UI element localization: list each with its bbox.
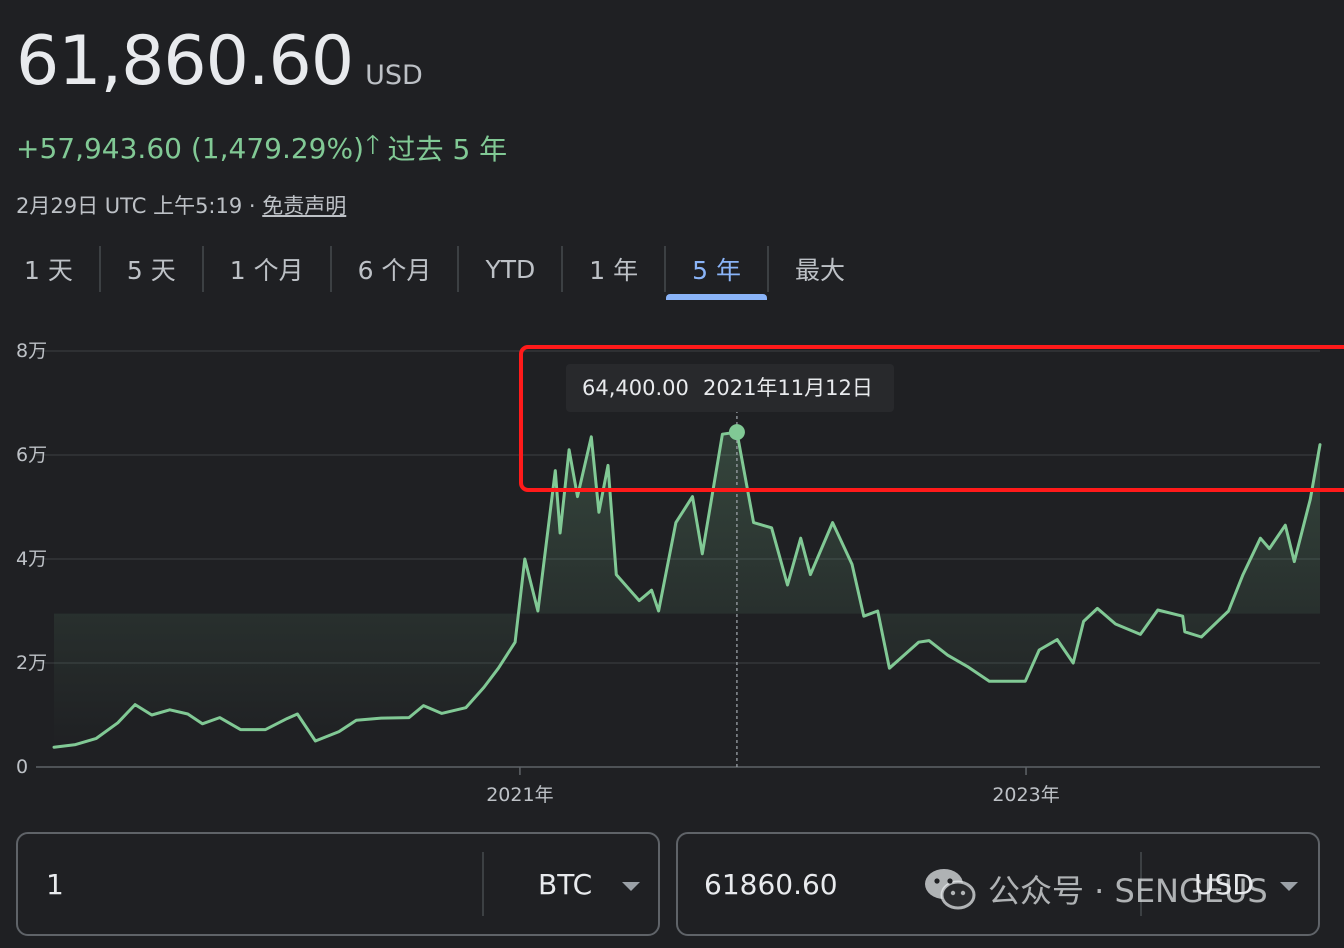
- current-price: 61,860.60: [16, 22, 354, 101]
- price-header: 61,860.60 USD: [16, 22, 423, 101]
- chevron-down-icon[interactable]: [1280, 882, 1298, 891]
- chevron-down-icon[interactable]: [622, 882, 640, 891]
- tab-divider: [766, 246, 769, 292]
- to-unit-select[interactable]: USD: [1194, 867, 1254, 901]
- tab-5d[interactable]: 5 天: [126, 256, 176, 285]
- tab-divider: [98, 246, 101, 292]
- tab-6m[interactable]: 6 个月: [357, 256, 432, 285]
- tooltip-value: 64,400.00: [582, 376, 689, 400]
- highlight-box: [519, 345, 1344, 492]
- y-tick-label: 6万: [16, 444, 47, 466]
- timestamp: 2月29日 UTC 上午5:19 ·: [16, 194, 263, 218]
- tab-1d[interactable]: 1 天: [24, 256, 73, 285]
- tooltip-date: 2021年11月12日: [703, 376, 873, 400]
- change-value: +57,943.60 (1,479.29%): [16, 131, 365, 165]
- tab-1y[interactable]: 1 年: [589, 256, 639, 285]
- arrow-up-icon: 🡑: [366, 130, 380, 160]
- y-tick-label: 4万: [16, 548, 47, 570]
- from-unit-select[interactable]: BTC: [538, 867, 593, 901]
- tab-divider: [561, 246, 564, 292]
- x-tick-label: 2023年: [992, 784, 1059, 806]
- tab-divider: [329, 246, 332, 292]
- change-period: 过去 5 年: [387, 133, 508, 166]
- y-tick-label: 0: [16, 756, 28, 778]
- tab-ytd[interactable]: YTD: [485, 254, 536, 284]
- disclaimer-link[interactable]: 免责声明: [262, 194, 347, 218]
- converter-divider: [482, 852, 484, 916]
- watermark-text: 公众号 · SENGEUS: [988, 872, 1268, 910]
- tooltip-box: [566, 364, 894, 412]
- price-chart[interactable]: 0 2万 4万 6万 8万 2021年 2023年 64,400.00 2021年11月12日: [0, 320, 1344, 820]
- to-amount-input[interactable]: 61860.60: [704, 867, 838, 901]
- to-converter[interactable]: 61860.60 USD: [676, 832, 1320, 936]
- price-area: [54, 432, 1320, 748]
- hover-point: [728, 424, 745, 441]
- timestamp-line: 2月29日 UTC 上午5:19 · 免责声明: [16, 190, 346, 220]
- tab-divider: [664, 246, 667, 292]
- tab-divider: [201, 246, 204, 292]
- converter-divider: [1140, 852, 1142, 916]
- price-change: +57,943.60 (1,479.29%) 🡑 过去 5 年: [16, 126, 507, 170]
- x-tick-label: 2021年: [486, 784, 553, 806]
- from-converter[interactable]: 1 BTC: [16, 832, 660, 936]
- y-tick-label: 2万: [16, 652, 47, 674]
- tab-max[interactable]: 最大: [794, 256, 845, 285]
- wechat-icon: [925, 869, 976, 910]
- tab-1m[interactable]: 1 个月: [229, 256, 304, 285]
- y-tick-label: 8万: [16, 340, 47, 362]
- watermark: 公众号 · SENGEUS: [922, 866, 1268, 912]
- from-amount-input[interactable]: 1: [46, 867, 64, 901]
- price-line: [52, 430, 1322, 749]
- tab-divider: [457, 246, 460, 292]
- range-tabs: 1 天 5 天 1 个月 6 个月 YTD 1 年 5 年 最大: [0, 244, 871, 300]
- price-currency: USD: [365, 60, 423, 91]
- tab-5y[interactable]: 5 年: [666, 244, 767, 300]
